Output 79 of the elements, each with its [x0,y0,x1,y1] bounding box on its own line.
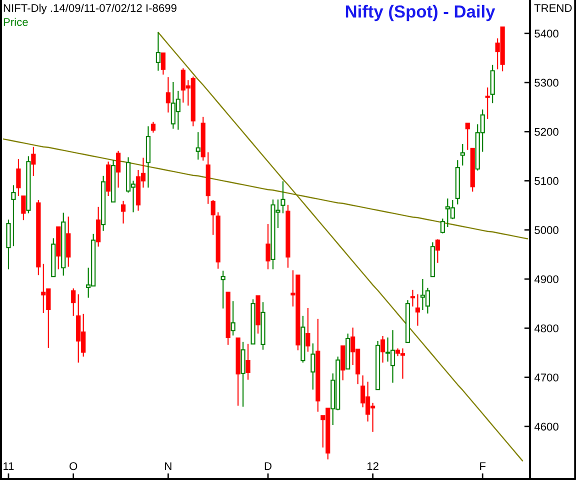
candlestick [96,206,101,248]
candlestick [101,175,106,232]
candlestick [31,146,36,176]
y-tick-label: 4700 [534,374,558,382]
candlestick [6,219,11,270]
candlestick [51,238,56,278]
candlestick [120,200,126,224]
candlestick [71,288,76,316]
y-tick-label: 5400 [534,30,558,38]
candlestick [240,341,246,408]
candlestick [220,270,226,310]
candlestick [116,150,121,188]
candlestick [405,300,410,343]
candlestick [166,76,170,114]
candlestick [465,122,470,150]
candlestick [16,158,21,197]
chart-subtitle: NIFT-Dly .14/09/11-07/02/12 I-8699 [4,4,176,14]
candlestick [56,226,61,270]
candlestick [160,52,166,76]
candlestick [380,335,386,364]
candlestick [280,180,286,214]
candlestick [61,212,66,276]
y-tick-label: 5100 [534,177,558,185]
candlestick [260,302,266,350]
candlestick [106,161,111,197]
candlestick [485,86,490,120]
chart-title: Nifty (Spot) - Daily [346,4,496,22]
candlestick [300,315,306,364]
candlestick [435,238,440,264]
candlestick [210,199,216,236]
candlestick [36,199,41,276]
candlestick [286,204,290,268]
x-tick-label: O [70,462,78,470]
candlestick [316,318,320,412]
candlestick [470,148,475,192]
candlestick [250,298,256,344]
y-tick-label: 5200 [534,128,558,136]
candlestick [346,333,350,370]
candlestick [266,223,270,270]
x-tick-label: N [165,462,172,470]
candlestick [340,345,346,381]
candlestick [200,116,206,162]
x-tick-label: 12 [367,462,378,470]
x-tick-label: F [480,462,486,470]
text: TREND [534,4,572,12]
x-tick-label: 11 [4,462,14,470]
candlestick [196,132,200,160]
candlestick [440,218,445,234]
candlestick [310,342,316,390]
candlestick [230,300,236,336]
candlestick [460,143,465,166]
y-tick-label: 4900 [534,275,558,284]
candlestick [455,160,460,205]
candlestick [206,152,210,204]
candlestick [226,292,230,346]
candlestick [11,184,16,247]
candlestick [246,343,250,380]
candlestick [415,294,420,326]
y-tick-label: 5000 [534,226,558,234]
y-axis-title: Price [4,18,28,26]
candlestick [26,156,31,214]
candlestick [306,307,310,352]
y-tick-label: 4800 [534,324,558,332]
candlestick [375,340,380,391]
candlestick [66,216,71,268]
y-tick-label: 5300 [534,78,558,87]
candlestick [490,64,495,104]
candlestick [110,160,116,202]
candlestick [216,212,220,270]
candlestick [410,289,416,308]
x-tick-label: D [264,462,272,470]
y-tick-label: 4600 [534,422,558,431]
candlestick [146,126,151,188]
candlestick [150,121,156,134]
candlestick [236,337,240,406]
candlestick [256,294,260,334]
candlestick [156,32,160,72]
candlestick [430,242,435,278]
candlestick [21,195,26,221]
